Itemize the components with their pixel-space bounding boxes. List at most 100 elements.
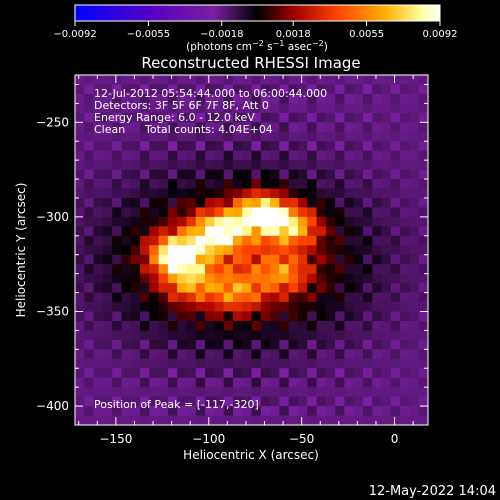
heatmap-cell [112, 245, 123, 256]
heatmap-cell [186, 358, 197, 369]
heatmap-cell [242, 207, 253, 218]
heatmap-cell [121, 103, 132, 114]
heatmap-cell [130, 122, 141, 133]
heatmap-cell [232, 377, 243, 388]
heatmap-cell [93, 207, 104, 218]
heatmap-cell [93, 197, 104, 209]
heatmap-cell [93, 141, 104, 152]
heatmap-cell [84, 425, 94, 435]
heatmap-cell [381, 197, 392, 209]
heatmap-cell [177, 235, 188, 246]
heatmap-cell [130, 320, 141, 332]
annotation-time-range: 12-Jul-2012 05:54:44.000 to 06:00:44.000 [94, 87, 327, 100]
heatmap-cell [279, 264, 290, 275]
heatmap-cell [130, 188, 141, 199]
heatmap-cell [362, 349, 373, 360]
heatmap-cell [186, 122, 197, 133]
heatmap-cell [158, 311, 169, 322]
heatmap-cell [232, 84, 243, 95]
heatmap-cell [102, 150, 113, 161]
heatmap-cell [214, 302, 225, 313]
heatmap-cell [325, 245, 336, 256]
heatmap-cell [307, 112, 318, 123]
heatmap-cell [75, 93, 85, 104]
heatmap-cell [288, 103, 299, 114]
heatmap-cell [362, 160, 373, 171]
heatmap-cell [316, 160, 327, 171]
heatmap-cell [158, 179, 169, 190]
heatmap-cell [409, 188, 420, 199]
heatmap-cell [84, 264, 95, 275]
heatmap-cell [400, 188, 411, 199]
heatmap-cell [335, 245, 345, 256]
annotations: 12-Jul-2012 05:54:44.000 to 06:00:44.000… [94, 87, 327, 411]
heatmap-cell [186, 93, 197, 104]
heatmap-cell [177, 311, 188, 322]
heatmap-cell [270, 188, 280, 199]
heatmap-cell [177, 292, 188, 303]
heatmap-cell [409, 292, 420, 303]
heatmap-cell [223, 292, 234, 303]
heatmap-cell [112, 84, 123, 95]
heatmap-cell [400, 425, 410, 435]
heatmap-cell [130, 273, 141, 284]
heatmap-cell [335, 131, 345, 142]
heatmap-cell [130, 226, 141, 237]
heatmap-cell [140, 273, 150, 284]
heatmap-cell [353, 302, 364, 313]
heatmap-cell [177, 226, 188, 237]
heatmap-cell [149, 179, 160, 190]
heatmap-cell [102, 406, 113, 417]
heatmap-cell [297, 75, 308, 86]
heatmap-cell [251, 415, 262, 425]
heatmap-cell [149, 131, 160, 142]
heatmap-cell [260, 141, 271, 152]
heatmap-cell [75, 235, 85, 246]
heatmap-cell [195, 406, 206, 417]
heatmap-cell [158, 330, 169, 341]
heatmap-cell [130, 169, 141, 180]
heatmap-cell [232, 387, 243, 398]
heatmap-cell [84, 160, 95, 171]
heatmap-cell [242, 330, 253, 341]
y-tick-label: −250 [36, 115, 69, 129]
heatmap-cell [84, 169, 95, 180]
heatmap-cell [75, 179, 85, 190]
heatmap-cell [279, 349, 290, 360]
heatmap-cell [195, 283, 206, 294]
heatmap-cell [195, 320, 206, 332]
heatmap-cell [381, 150, 392, 161]
heatmap-cell [75, 377, 85, 388]
heatmap-cell [400, 160, 411, 171]
heatmap-cell [428, 84, 438, 94]
annotation-energy: Energy Range: 6.0 - 12.0 keV [94, 111, 255, 124]
heatmap-cell [149, 349, 160, 360]
heatmap-cell [214, 216, 225, 227]
heatmap-cell [353, 188, 364, 199]
heatmap-cell [288, 292, 299, 303]
heatmap-cell [279, 368, 290, 379]
heatmap-cell [214, 131, 225, 142]
heatmap-cell [390, 197, 401, 209]
heatmap-cell [214, 358, 225, 369]
heatmap-cell [307, 377, 318, 388]
heatmap-cell [372, 207, 383, 218]
heatmap-cell [149, 75, 160, 86]
heatmap-cell [214, 396, 225, 407]
heatmap-cell [223, 406, 234, 417]
heatmap-cell [251, 339, 262, 350]
heatmap-cell [130, 84, 141, 95]
heatmap-cell [251, 358, 262, 369]
heatmap-cell [260, 207, 271, 218]
heatmap-cell [428, 416, 438, 426]
heatmap-cell [177, 264, 188, 275]
heatmap-cell [344, 141, 355, 152]
heatmap-cell [102, 264, 113, 275]
heatmap-cell [121, 188, 132, 199]
colorbar-units-part: −1 [273, 39, 285, 48]
heatmap-cell [112, 131, 123, 142]
heatmap-cell [186, 377, 197, 388]
heatmap-cell [270, 216, 280, 227]
heatmap-cell [279, 330, 290, 341]
heatmap-cell [75, 302, 85, 313]
